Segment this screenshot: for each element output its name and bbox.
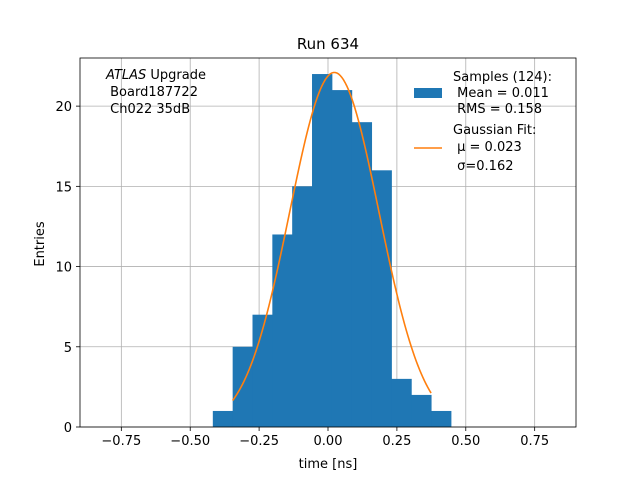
- y-tick-label: 20: [55, 100, 72, 115]
- histogram-bar: [252, 314, 273, 427]
- y-axis-label: Entries: [33, 221, 48, 267]
- legend-fit-line-2: μ = 0.023: [453, 140, 522, 155]
- histogram-bar: [292, 186, 313, 427]
- y-tick-label: 0: [64, 421, 72, 436]
- histogram-bar: [391, 378, 412, 427]
- channel-label: Ch022 35dB: [106, 102, 190, 117]
- histogram-bar: [212, 410, 234, 427]
- legend-histogram-swatch: [414, 88, 442, 98]
- legend-histogram-line-3: RMS = 0.158: [453, 102, 542, 117]
- x-tick-label: 0.00: [314, 434, 343, 449]
- y-tick-label: 15: [55, 180, 72, 195]
- x-axis-label: time [ns]: [299, 457, 358, 472]
- legend: Samples (124): Mean = 0.011 RMS = 0.158 …: [414, 70, 552, 174]
- y-tick-label: 5: [64, 341, 72, 356]
- annotation-text: ATLAS Upgrade Board187722 Ch022 35dB: [105, 68, 206, 117]
- legend-histogram-line-1: Samples (124):: [453, 70, 552, 85]
- y-tick-label: 10: [55, 261, 72, 276]
- x-tick-label: −0.50: [170, 434, 210, 449]
- histogram-bar: [312, 74, 333, 427]
- svg-text:ATLAS Upgrade: ATLAS Upgrade: [105, 68, 206, 83]
- legend-fit-line-3: σ=0.162: [453, 159, 513, 174]
- histogram-bar: [371, 170, 392, 427]
- x-tick-label: 0.25: [382, 434, 411, 449]
- histogram-bar: [351, 122, 373, 427]
- histogram-bar: [272, 234, 293, 427]
- gaussian-fit-line: [232, 71, 432, 401]
- plot-area: −0.75 −0.50 −0.25 0.00 0.25 0.50 0.75 0 5 10 15 20: [55, 57, 577, 449]
- histogram-bar: [232, 346, 253, 427]
- x-tick-label: 0.75: [520, 434, 549, 449]
- x-tick-label: 0.50: [451, 434, 480, 449]
- histogram-bar: [331, 90, 353, 427]
- x-tick-label: −0.25: [239, 434, 279, 449]
- chart-title: Run 634: [297, 35, 359, 53]
- atlas-label: ATLAS: [105, 68, 146, 83]
- legend-fit-line-1: Gaussian Fit:: [453, 123, 536, 138]
- board-label: Board187722: [106, 85, 198, 100]
- histogram-bar: [411, 394, 432, 427]
- histogram-bar: [431, 410, 452, 427]
- legend-histogram-line-2: Mean = 0.011: [453, 86, 549, 101]
- upgrade-label: Upgrade: [146, 68, 206, 83]
- x-tick-label: −0.75: [101, 434, 141, 449]
